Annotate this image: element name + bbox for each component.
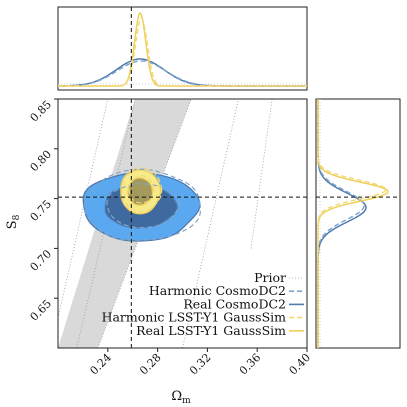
y-tick-label: 0.80 <box>28 148 55 175</box>
prior-edge-line-1 <box>76 99 136 348</box>
legend-entry: Real CosmoDC2 <box>183 296 304 311</box>
legend-entry: Real LSST-Y1 GaussSim <box>136 323 304 338</box>
right-marginal-curves <box>316 99 400 348</box>
prior-edge-line-3 <box>182 99 239 348</box>
top-marginal-panel <box>57 6 308 91</box>
contour-harmonic-lsst-inner <box>128 175 155 204</box>
legend-label: Prior <box>254 270 286 285</box>
legend-label: Real LSST-Y1 GaussSim <box>136 323 286 338</box>
right-panel-frame <box>315 98 401 349</box>
x-axis-label: Ωm <box>171 389 191 406</box>
legend-entry: Prior <box>254 270 304 285</box>
legend-entry: Harmonic CosmoDC2 <box>149 283 304 298</box>
y-tick-label: 0.75 <box>28 198 55 225</box>
marginal-omega-m-harmonic-lsst-y1-gausssim <box>58 16 307 87</box>
top-panel-frame <box>57 6 308 91</box>
joint-contours <box>58 99 307 348</box>
legend-label: Harmonic CosmoDC2 <box>149 283 286 298</box>
y-tick-label: 0.70 <box>28 247 55 274</box>
top-marginal-curves <box>58 7 307 90</box>
legend-entry: Harmonic LSST-Y1 GaussSim <box>102 310 304 325</box>
x-tick-label: 0.32 <box>187 351 214 378</box>
contour-real-lsst-inner <box>127 177 154 206</box>
joint-panel-frame <box>57 98 308 349</box>
x-tick-label: 0.24 <box>87 351 114 378</box>
legend-label: Real CosmoDC2 <box>183 296 286 311</box>
y-tick-label: 0.85 <box>28 98 55 125</box>
marginal-s8-harmonic-lsst-y1-gausssim <box>317 99 387 348</box>
right-marginal-panel <box>315 98 401 349</box>
x-axis-ticks: 0.24 0.28 0.32 0.36 0.40 <box>87 348 313 377</box>
joint-panel: 0.24 0.28 0.32 0.36 0.40 0.65 0.70 0.75 0.80 0.8… <box>28 98 314 378</box>
contour-harmonic-cosmodc2-outer <box>83 168 202 241</box>
y-tick-label: 0.65 <box>28 297 55 324</box>
legend-label: Harmonic LSST-Y1 GaussSim <box>102 310 287 325</box>
contour-harmonic-cosmodc2-inner <box>106 183 180 229</box>
prior-edge-line-4 <box>250 99 273 249</box>
y-axis-label: S8 <box>5 214 22 229</box>
contour-harmonic-lsst-outer <box>121 167 163 213</box>
x-tick-label: 0.28 <box>137 351 164 378</box>
y-axis-ticks: 0.65 0.70 0.75 0.80 0.85 <box>28 98 58 324</box>
x-tick-label: 0.36 <box>237 351 264 378</box>
x-tick-label: 0.40 <box>287 351 314 378</box>
